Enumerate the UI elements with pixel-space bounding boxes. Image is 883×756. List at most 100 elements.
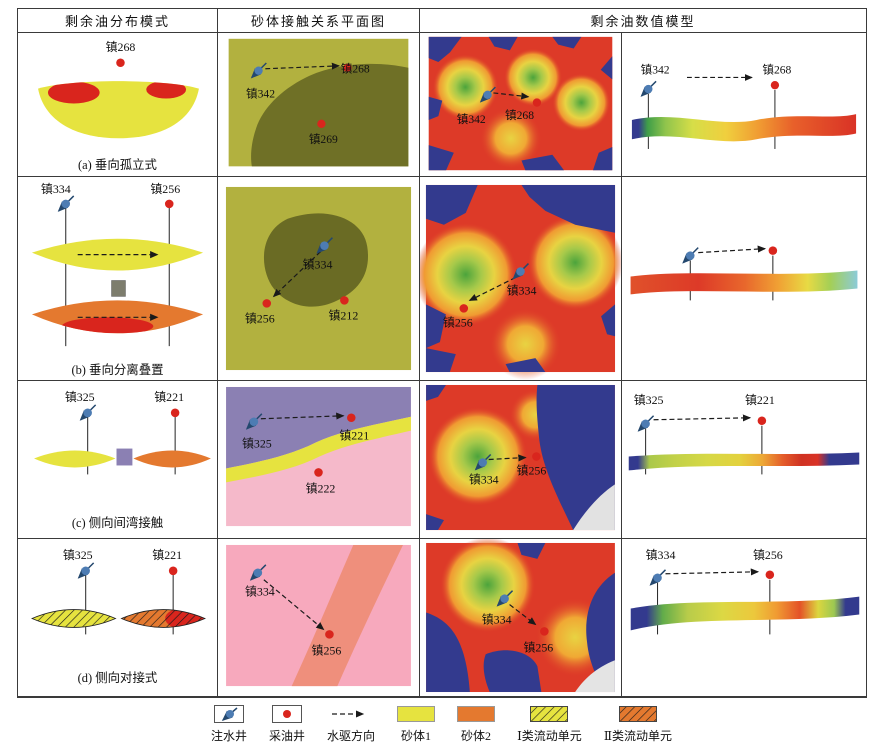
well-label: 镇334 xyxy=(507,283,537,297)
water-drive-arrow xyxy=(653,414,752,422)
well-label: 镇268 xyxy=(341,62,370,76)
legend-label: Ⅰ类流动单元 xyxy=(517,729,582,743)
row-b-numerical-model: 镇334 镇256 xyxy=(420,177,622,381)
sand-body-1-swatch xyxy=(397,706,436,722)
legend-item-production-well: 采油井 xyxy=(269,705,305,744)
production-well-icon xyxy=(532,452,541,461)
well-label: 镇334 xyxy=(646,548,676,562)
water-drive-arrow xyxy=(509,604,537,626)
row-c-section-model: 镇325 镇221 xyxy=(622,381,866,539)
legend-label: 注水井 xyxy=(211,729,248,743)
legend: 注水井 采油井 水驱方向 砂体1 砂体2 xyxy=(0,705,883,744)
row-caption: (c) 侧向间湾接触 xyxy=(72,515,163,530)
water-drive-arrow-icon xyxy=(332,710,365,718)
well-label: 镇222 xyxy=(306,481,336,495)
sand-connector xyxy=(111,280,126,297)
production-well-icon xyxy=(340,296,349,305)
legend-item-sand-body-1: 砂体1 xyxy=(397,705,436,744)
row-a-section-model: 镇342 镇268 xyxy=(622,33,866,177)
section-strip xyxy=(630,596,860,631)
well-label: 镇256 xyxy=(312,643,342,657)
well-label: 镇212 xyxy=(328,308,358,322)
row-caption: (d) 侧向对接式 xyxy=(78,670,158,685)
well-label: 镇342 xyxy=(641,63,670,77)
row-d-schematic: 镇325 镇221 (d) 侧向对接式 xyxy=(18,539,218,697)
injection-well-icon xyxy=(642,81,656,95)
legend-item-sand-body-2: 砂体2 xyxy=(457,705,496,744)
schematic-a-drawing: 镇268 (a) 垂向孤立式 xyxy=(38,40,199,172)
schematic-d-drawing: 镇325 镇221 (d) 侧向对接式 xyxy=(31,548,206,685)
header-numerical-model: 剩余油数值模型 xyxy=(420,9,866,33)
production-well-icon xyxy=(170,408,180,418)
well-label: 镇221 xyxy=(154,390,184,404)
water-drive-arrow xyxy=(468,276,516,301)
water-drive-arrow xyxy=(260,412,345,420)
header-label: 剩余油分布模式 xyxy=(64,14,170,29)
production-well-icon xyxy=(532,98,542,107)
row-a-schematic: 镇268 (a) 垂向孤立式 xyxy=(18,33,218,177)
well-label: 镇256 xyxy=(517,463,547,477)
water-drive-arrow xyxy=(488,454,527,462)
well-label: 镇256 xyxy=(245,311,275,325)
model-no-data-area xyxy=(575,660,615,693)
production-well-icon xyxy=(116,58,125,68)
well-label: 镇268 xyxy=(505,108,534,122)
section-model-d: 镇334 镇256 xyxy=(630,548,860,635)
section-strip xyxy=(628,452,860,471)
section-model-a: 镇342 镇268 xyxy=(631,63,857,149)
well-label: 镇256 xyxy=(443,315,473,329)
sand-body-1-lens xyxy=(34,450,116,468)
legend-label: 采油井 xyxy=(269,729,306,743)
row-d-numerical-model: 镇334 镇256 xyxy=(420,539,622,697)
production-well-icon xyxy=(540,627,549,636)
production-well-icon xyxy=(325,630,334,639)
production-well-icon xyxy=(768,246,778,255)
production-well-icon xyxy=(314,468,323,477)
well-label: 镇334 xyxy=(482,612,512,626)
legend-label: 砂体1 xyxy=(401,729,432,743)
model-map-c: 镇334 镇256 xyxy=(426,384,615,531)
header-distribution-pattern: 剩余油分布模式 xyxy=(18,9,218,33)
model-cold-areas xyxy=(426,542,615,693)
sand-body-1-band xyxy=(226,416,411,483)
residual-oil-patches xyxy=(61,317,154,334)
production-well-icon xyxy=(262,299,272,308)
production-well-icon xyxy=(272,705,303,723)
well-label: 镇221 xyxy=(339,429,369,443)
injection-well-icon xyxy=(214,705,245,723)
water-drive-arrow xyxy=(665,568,760,576)
row-d-plan-map: 镇334 镇256 xyxy=(218,539,420,697)
legend-label: 水驱方向 xyxy=(327,729,376,743)
well-label: 镇342 xyxy=(246,87,275,101)
well-label: 镇256 xyxy=(524,640,554,654)
plan-map-b: 镇334 镇256 镇212 xyxy=(225,186,412,371)
row-b-plan-map: 镇334 镇256 镇212 xyxy=(218,177,420,381)
sand-body-dark-area xyxy=(263,213,369,307)
sand-body-2-swatch xyxy=(457,706,496,722)
legend-item-flow-unit-1: Ⅰ类流动单元 xyxy=(517,705,582,744)
legend-item-water-drive: 水驱方向 xyxy=(327,705,375,744)
well-label: 镇268 xyxy=(106,40,136,54)
injection-well-icon xyxy=(683,248,698,263)
flow-unit-1-lens xyxy=(31,609,117,628)
water-drive-arrow xyxy=(265,62,340,70)
model-cold-areas xyxy=(426,384,615,531)
figure-table: 剩余油分布模式 砂体接触关系平面图 剩余油数值模型 镇268 (a) 垂向孤立式 xyxy=(17,8,867,698)
model-map-a: 镇342 镇268 xyxy=(428,36,613,171)
well-label: 镇221 xyxy=(152,548,182,562)
well-label: 镇256 xyxy=(753,548,783,562)
production-well-icon xyxy=(347,413,356,423)
water-drive-arrow xyxy=(493,92,530,100)
flow-unit-2-lens xyxy=(120,609,206,628)
well-label: 镇269 xyxy=(309,132,338,146)
row-a-numerical-model: 镇342 镇268 xyxy=(420,33,622,177)
sand-salmon-band xyxy=(291,544,403,687)
well-label: 镇334 xyxy=(469,472,499,486)
water-drive-arrow xyxy=(698,245,767,254)
well-label: 镇334 xyxy=(245,585,275,599)
well-label: 镇334 xyxy=(41,182,71,196)
residual-oil-patches xyxy=(47,81,187,104)
row-c-numerical-model: 镇334 镇256 xyxy=(420,381,622,539)
well-label: 镇325 xyxy=(65,390,95,404)
